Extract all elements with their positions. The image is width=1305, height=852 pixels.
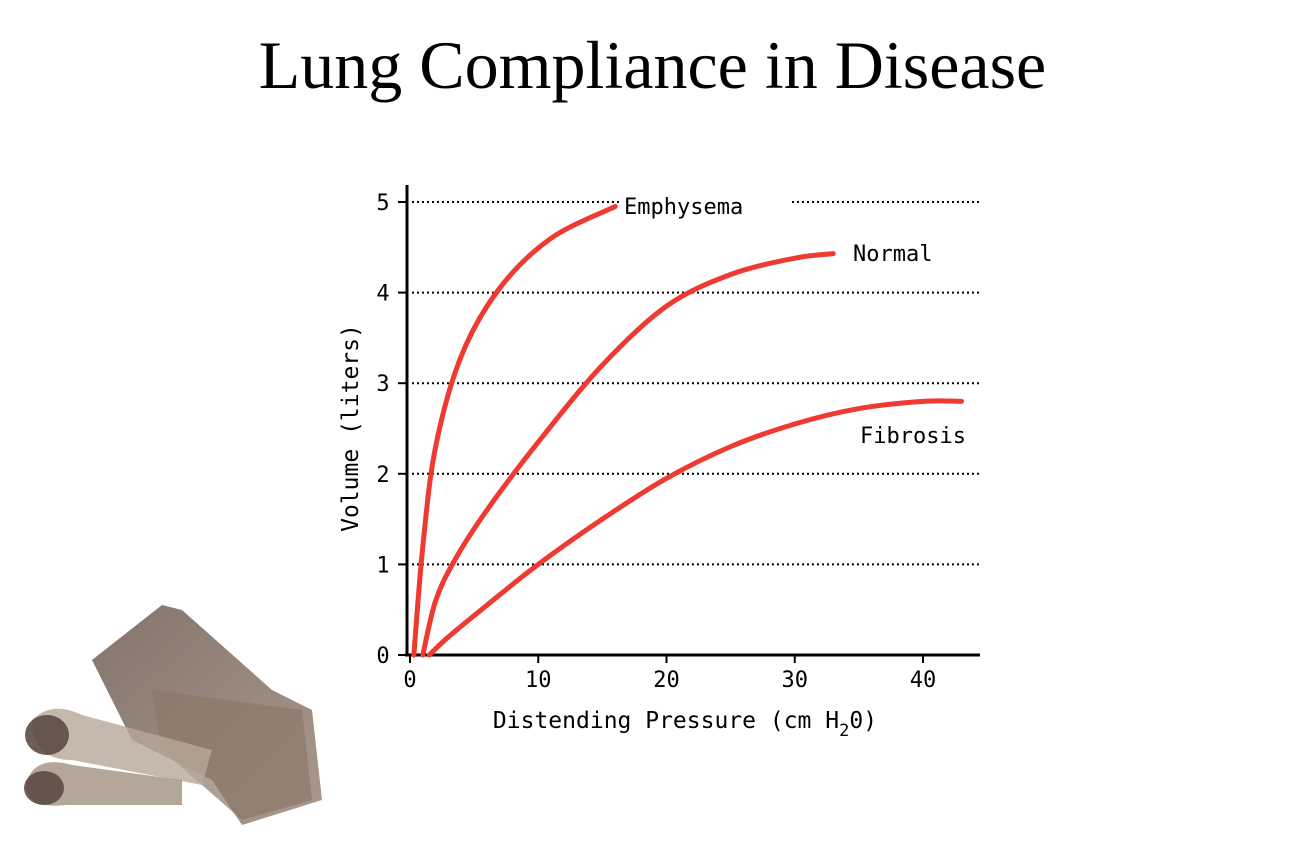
x-tick-label-30: 30: [782, 668, 809, 693]
y-tick-label-3: 3: [376, 372, 389, 397]
y-tick-label-0: 0: [376, 644, 389, 669]
y-tick-label-5: 5: [376, 191, 389, 216]
stocking-leg-upper: [32, 708, 212, 785]
stocking-toe-upper: [25, 715, 69, 755]
y-axis-label: Volume (liters): [338, 324, 364, 532]
stocking-toe-lower: [24, 771, 64, 805]
series-line-fibrosis: [426, 398, 964, 658]
series-line-normal: [420, 251, 836, 658]
x-axis-label-subscript: 2: [839, 721, 849, 741]
series-label-bg-emphysema: [622, 194, 790, 220]
stocking-image: [24, 605, 322, 825]
stocking-band: [152, 690, 312, 820]
y-tick-label-2: 2: [376, 463, 389, 488]
x-axis-label: Distending Pressure (cm H20): [493, 708, 877, 741]
series-label-emphysema: Emphysema: [624, 195, 743, 220]
ticks-layer: 0 1 2 3 4 5 0 10 20 30 40: [376, 191, 936, 693]
x-tick-label-40: 40: [910, 668, 937, 693]
x-tick-label-0: 0: [403, 668, 416, 693]
y-tick-label-1: 1: [376, 553, 389, 578]
stocking-leg-lower: [26, 762, 182, 806]
series-label-fibrosis: Fibrosis: [860, 424, 966, 449]
series-label-normal: Normal: [853, 242, 932, 267]
y-tick-label-4: 4: [376, 282, 389, 307]
x-tick-label-20: 20: [653, 668, 680, 693]
slide-title: Lung Compliance in Disease: [258, 27, 1047, 103]
x-tick-label-10: 10: [525, 668, 552, 693]
series-line-emphysema: [411, 204, 618, 658]
series-layer: Emphysema Normal Fibrosis: [411, 194, 966, 658]
x-axis-label-end: 0): [849, 708, 877, 734]
axes-layer: [405, 185, 980, 657]
x-axis-label-main: Distending Pressure (cm H: [493, 708, 839, 734]
